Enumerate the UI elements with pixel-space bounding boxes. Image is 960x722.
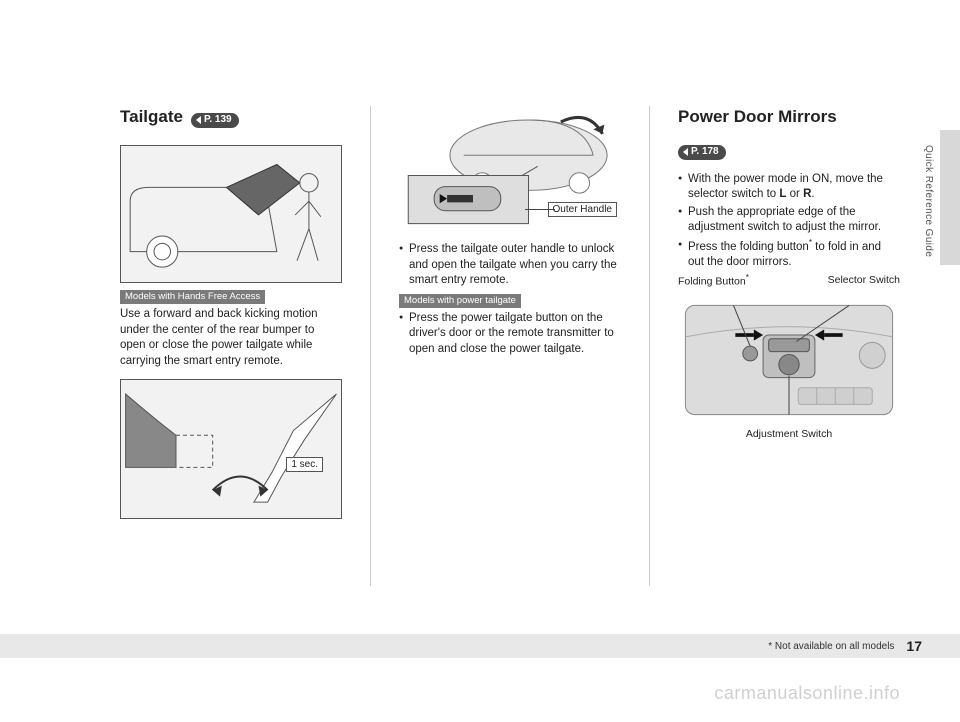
caption-folding-button-text: Folding Button: [678, 275, 746, 287]
col3-illustration: [678, 295, 900, 425]
manual-page: Quick Reference Guide Tailgate P. 139: [0, 0, 960, 722]
model-tag-hands-free: Models with Hands Free Access: [120, 290, 265, 304]
col3-captions-top: Folding Button* Selector Switch: [678, 273, 900, 289]
asterisk-sup-2: *: [746, 273, 749, 282]
col1-illustration-1: [120, 145, 342, 283]
page-ref-text-2: P. 178: [691, 147, 719, 157]
col3-bullet-1: With the power mode in ON, move the sele…: [678, 172, 900, 203]
col1-title-row: Tailgate P. 139: [120, 106, 342, 135]
columns-container: Tailgate P. 139: [120, 106, 900, 586]
col2-illustration: Outer Handle: [399, 106, 621, 234]
page-ref-pill: P. 139: [191, 113, 239, 128]
col1-paragraph: Use a forward and back kicking motion un…: [120, 307, 342, 369]
col2-bullets-2: Press the power tailgate button on the d…: [399, 311, 621, 358]
column-1: Tailgate P. 139: [120, 106, 342, 586]
page-number: 17: [906, 638, 922, 654]
model-tag-power-tailgate: Models with power tailgate: [399, 294, 521, 308]
illus2-label-1sec: 1 sec.: [286, 457, 323, 472]
col2-bullet-1: Press the tailgate outer handle to unloc…: [399, 242, 621, 289]
watermark: carmanualsonline.info: [714, 683, 900, 704]
col1-illustration-2: 1 sec.: [120, 379, 342, 519]
side-tab: [940, 130, 960, 265]
page-footer: * Not available on all models 17: [0, 634, 960, 658]
caption-selector-switch: Selector Switch: [828, 273, 900, 289]
col3-b1-end: .: [811, 188, 814, 200]
col3-b1-or: or: [786, 188, 803, 200]
col2-illus-label: Outer Handle: [548, 202, 617, 217]
arrow-left-icon: [683, 148, 688, 156]
col1-title: Tailgate: [120, 106, 183, 129]
col3-title-row: Power Door Mirrors: [678, 106, 900, 135]
col2-bullet-2: Press the power tailgate button on the d…: [399, 311, 621, 358]
page-ref-text: P. 139: [204, 115, 232, 125]
col3-bullet-3: Press the folding button* to fold in and…: [678, 238, 900, 271]
arrow-left-icon: [196, 116, 201, 124]
column-divider-1: [370, 106, 371, 586]
caption-adjustment-switch: Adjustment Switch: [678, 427, 900, 441]
col3-title: Power Door Mirrors: [678, 106, 837, 129]
leader-line: [525, 209, 555, 210]
col3-bullets: With the power mode in ON, move the sele…: [678, 172, 900, 271]
col2-bullets-1: Press the tailgate outer handle to unloc…: [399, 242, 621, 289]
column-2: Outer Handle Press the tailgate outer ha…: [399, 106, 621, 586]
column-divider-2: [649, 106, 650, 586]
column-3: Power Door Mirrors P. 178 With the power…: [678, 106, 900, 586]
caption-folding-button: Folding Button*: [678, 273, 749, 289]
page-ref-pill-2: P. 178: [678, 145, 726, 160]
footnote: * Not available on all models: [768, 641, 894, 652]
col3-bullet-2: Push the appropriate edge of the adjustm…: [678, 205, 900, 236]
col3-b3-a: Press the folding button: [688, 241, 809, 253]
side-section-label: Quick Reference Guide: [923, 145, 934, 257]
